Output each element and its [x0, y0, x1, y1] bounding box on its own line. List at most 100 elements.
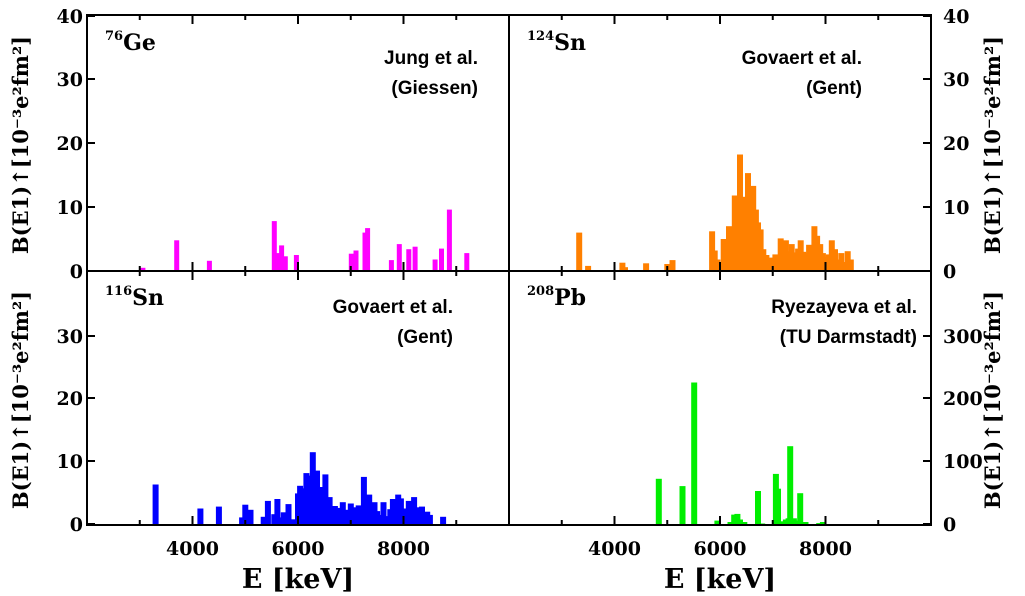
- bar: [741, 522, 748, 525]
- bar: [760, 249, 767, 271]
- y-tick-label: 30: [57, 69, 83, 91]
- mass-number: 124: [527, 29, 554, 44]
- bar: [622, 267, 628, 271]
- bar: [847, 259, 854, 271]
- bar: [388, 260, 394, 271]
- reference-lab: (Gent): [806, 78, 862, 99]
- bar: [814, 235, 821, 271]
- bar: [140, 267, 146, 271]
- bar: [576, 232, 583, 271]
- bar: [206, 260, 212, 271]
- bar: [380, 502, 387, 525]
- mass-number: 116: [105, 284, 132, 299]
- bar: [714, 259, 721, 271]
- bar: [383, 516, 390, 525]
- bar: [239, 517, 246, 525]
- y-tick-label: 0: [943, 514, 956, 536]
- bar: [242, 504, 249, 525]
- bar: [731, 514, 738, 525]
- y-tick-label: 10: [57, 451, 83, 473]
- y-tick-label: 10: [57, 197, 83, 219]
- bar: [835, 259, 842, 271]
- bar: [728, 230, 735, 271]
- nucleus-label: 116Sn: [105, 284, 164, 311]
- y-tick-label: 30: [57, 326, 83, 348]
- bar: [279, 245, 285, 271]
- bar: [405, 500, 412, 525]
- element-symbol: Ge: [123, 30, 156, 56]
- bar: [793, 520, 800, 525]
- element-symbol: Sn: [132, 285, 164, 311]
- bar: [326, 497, 333, 525]
- bar: [655, 478, 662, 526]
- bar: [841, 262, 848, 271]
- bar: [412, 246, 418, 271]
- y-tick-label: 0: [70, 514, 83, 536]
- bar: [797, 493, 804, 525]
- bar: [215, 506, 222, 525]
- bar: [353, 250, 359, 271]
- bar: [787, 446, 794, 525]
- reference-authors: Jung et al.: [384, 48, 478, 69]
- bar: [406, 249, 412, 271]
- mass-number: 76: [105, 29, 123, 44]
- bar: [260, 516, 267, 525]
- y-tick-label: 20: [57, 133, 83, 155]
- bar: [643, 263, 650, 271]
- y-tick-label: 200: [943, 388, 983, 410]
- bar: [782, 240, 789, 271]
- reference-lab: (TU Darmstadt): [780, 327, 917, 348]
- bar: [788, 244, 795, 271]
- bar: [791, 252, 798, 271]
- y-axis-title: B(E1)↑[10⁻³e²fm²]: [8, 291, 33, 509]
- bar: [737, 154, 743, 271]
- bar: [365, 228, 371, 271]
- bar: [766, 257, 773, 271]
- panel-76ge: 0 10 20 30 40 B(E1)↑[10⁻³e²fm²] 76Ge Jung et al…: [8, 6, 478, 283]
- bar: [432, 259, 438, 271]
- bar: [755, 491, 761, 525]
- bar: [464, 253, 470, 271]
- bar: [389, 499, 396, 525]
- y-tick-label: 40: [57, 6, 83, 28]
- y-tick-label: 10: [943, 197, 969, 219]
- bar: [247, 509, 254, 525]
- bar: [819, 522, 826, 525]
- bar: [419, 506, 425, 525]
- y-tick-label: 0: [943, 261, 956, 283]
- bar: [844, 251, 851, 271]
- bar: [679, 486, 686, 525]
- bar: [714, 520, 721, 525]
- y-tick-label: 20: [57, 388, 83, 410]
- y-tick-label: 20: [943, 133, 969, 155]
- bar: [440, 516, 447, 525]
- x-tick-label: 4000: [166, 538, 219, 560]
- bar: [285, 504, 292, 525]
- bar: [691, 382, 698, 525]
- bar: [280, 512, 287, 525]
- bar: [727, 522, 734, 525]
- bar: [328, 511, 335, 525]
- bar: [274, 253, 280, 271]
- bar: [775, 488, 781, 525]
- panel-124sn: 0 10 20 30 40 B(E1)↑[10⁻³e²fm²] 124Sn Govaert e…: [527, 6, 1005, 283]
- bar: [377, 514, 384, 525]
- x-tick-label: 8000: [377, 538, 430, 560]
- bar: [271, 514, 278, 525]
- element-symbol: Sn: [554, 30, 586, 56]
- bar: [396, 244, 402, 271]
- bar: [800, 251, 807, 271]
- bar: [669, 260, 676, 271]
- bar: [426, 514, 433, 525]
- nucleus-label: 208Pb: [527, 284, 586, 311]
- x-tick-label: 6000: [272, 538, 325, 560]
- bar: [737, 519, 743, 525]
- y-tick-label: 30: [943, 69, 969, 91]
- nucleus-label: 124Sn: [527, 29, 586, 56]
- bar: [439, 248, 444, 271]
- bar: [197, 508, 204, 525]
- reference-authors: Govaert et al.: [742, 48, 862, 69]
- bar: [152, 484, 159, 525]
- reference-authors: Ryezayeva et al.: [771, 297, 917, 318]
